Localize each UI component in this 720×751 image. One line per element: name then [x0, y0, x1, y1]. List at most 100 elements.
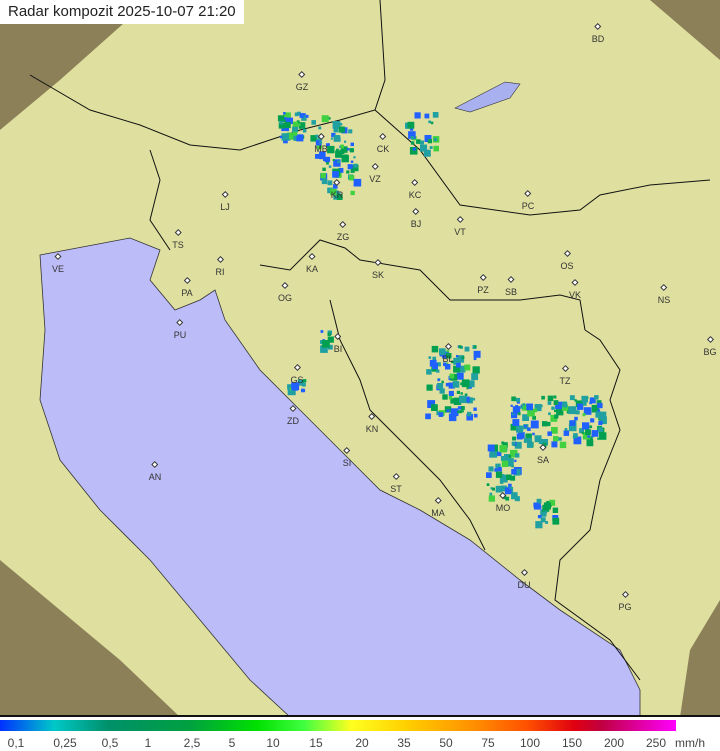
radar-echo	[286, 132, 294, 140]
radar-echo	[287, 384, 293, 390]
radar-echo	[327, 332, 331, 336]
city-label: KN	[365, 424, 379, 434]
radar-echo	[547, 431, 552, 436]
radar-echo	[339, 123, 343, 126]
city-bi: BI	[334, 338, 343, 354]
radar-echo	[499, 445, 507, 453]
radar-echo	[595, 411, 602, 418]
radar-echo	[511, 396, 516, 402]
radar-echo	[431, 404, 438, 411]
radar-echo	[428, 120, 431, 124]
radar-echo	[497, 467, 502, 472]
radar-echo	[305, 114, 309, 118]
radar-echo	[561, 404, 569, 411]
radar-echo	[515, 397, 521, 403]
radar-echo	[569, 420, 576, 426]
radar-echo	[495, 485, 503, 493]
radar-echo	[296, 134, 304, 142]
radar-echo	[473, 407, 477, 411]
legend-label: 150	[561, 736, 583, 750]
radar-echo	[328, 165, 332, 168]
radar-echo	[292, 121, 298, 127]
radar-echo	[453, 397, 462, 405]
city-label: SA	[536, 455, 550, 465]
city-label: SK	[371, 270, 385, 280]
radar-echo	[473, 350, 481, 358]
radar-echo	[284, 122, 291, 129]
radar-echo	[551, 406, 555, 410]
radar-echo	[541, 395, 545, 400]
radar-echo	[298, 122, 306, 129]
radar-echo	[408, 131, 416, 139]
radar-echo	[473, 413, 478, 418]
radar-echo	[539, 404, 543, 408]
radar-echo	[296, 120, 300, 124]
radar-echo	[420, 140, 424, 145]
radar-echo	[436, 411, 441, 416]
city-zg: ZG	[337, 226, 350, 242]
radar-echo	[508, 455, 512, 458]
radar-echo	[283, 112, 286, 115]
radar-map[interactable]	[0, 0, 720, 717]
radar-echo	[350, 142, 354, 147]
radar-echo	[554, 409, 557, 413]
radar-echo	[466, 413, 473, 421]
radar-echo	[574, 416, 578, 421]
radar-echo	[448, 395, 453, 400]
city-tz: TZ	[560, 370, 571, 386]
radar-echo	[286, 117, 293, 125]
city-os: OS	[560, 255, 573, 271]
legend-label: 0,1	[7, 736, 25, 750]
city-st: ST	[390, 478, 402, 494]
legend-label: 1	[144, 736, 152, 750]
radar-echo	[536, 498, 542, 504]
radar-echo	[489, 450, 498, 458]
radar-echoes	[277, 111, 607, 529]
city-label: ZG	[336, 232, 350, 242]
radar-echo	[568, 406, 577, 415]
radar-echo	[320, 330, 324, 333]
city-label: ST	[390, 484, 402, 494]
radar-echo	[293, 131, 298, 136]
radar-echo	[589, 397, 596, 404]
radar-echo	[510, 423, 518, 431]
radar-echo	[541, 439, 548, 446]
radar-echo	[525, 433, 532, 440]
city-sk: SK	[372, 264, 384, 280]
radar-echo	[320, 340, 324, 344]
radar-echo	[456, 372, 464, 380]
radar-echo	[553, 400, 559, 405]
radar-echo	[530, 420, 539, 429]
city-ri: RI	[216, 261, 225, 277]
radar-echo	[515, 453, 520, 458]
radar-echo	[277, 115, 285, 122]
radar-echo	[437, 378, 440, 382]
radar-echo	[524, 424, 527, 428]
radar-echo	[433, 138, 437, 142]
radar-echo	[473, 357, 477, 361]
radar-echo	[522, 403, 526, 406]
city-label: KC	[408, 190, 422, 200]
radar-echo	[472, 397, 476, 401]
city-label: OS	[560, 261, 574, 271]
radar-echo	[586, 439, 594, 447]
radar-echo	[510, 404, 513, 407]
radar-echo	[467, 411, 472, 417]
radar-echo	[511, 493, 518, 500]
radar-echo	[544, 510, 548, 514]
radar-echo	[327, 336, 334, 343]
radar-echo	[599, 416, 607, 425]
radar-echo	[456, 355, 465, 363]
radar-echo	[452, 381, 460, 388]
radar-echo	[326, 143, 330, 148]
radar-echo	[348, 175, 355, 181]
radar-echo	[301, 115, 307, 121]
radar-echo	[464, 393, 468, 397]
radar-echo	[546, 421, 551, 427]
city-label: VZ	[369, 174, 381, 184]
city-zd: ZD	[287, 410, 299, 426]
radar-echo	[472, 366, 480, 374]
radar-echo	[598, 427, 603, 432]
radar-echo	[426, 369, 432, 375]
radar-echo	[512, 419, 520, 426]
